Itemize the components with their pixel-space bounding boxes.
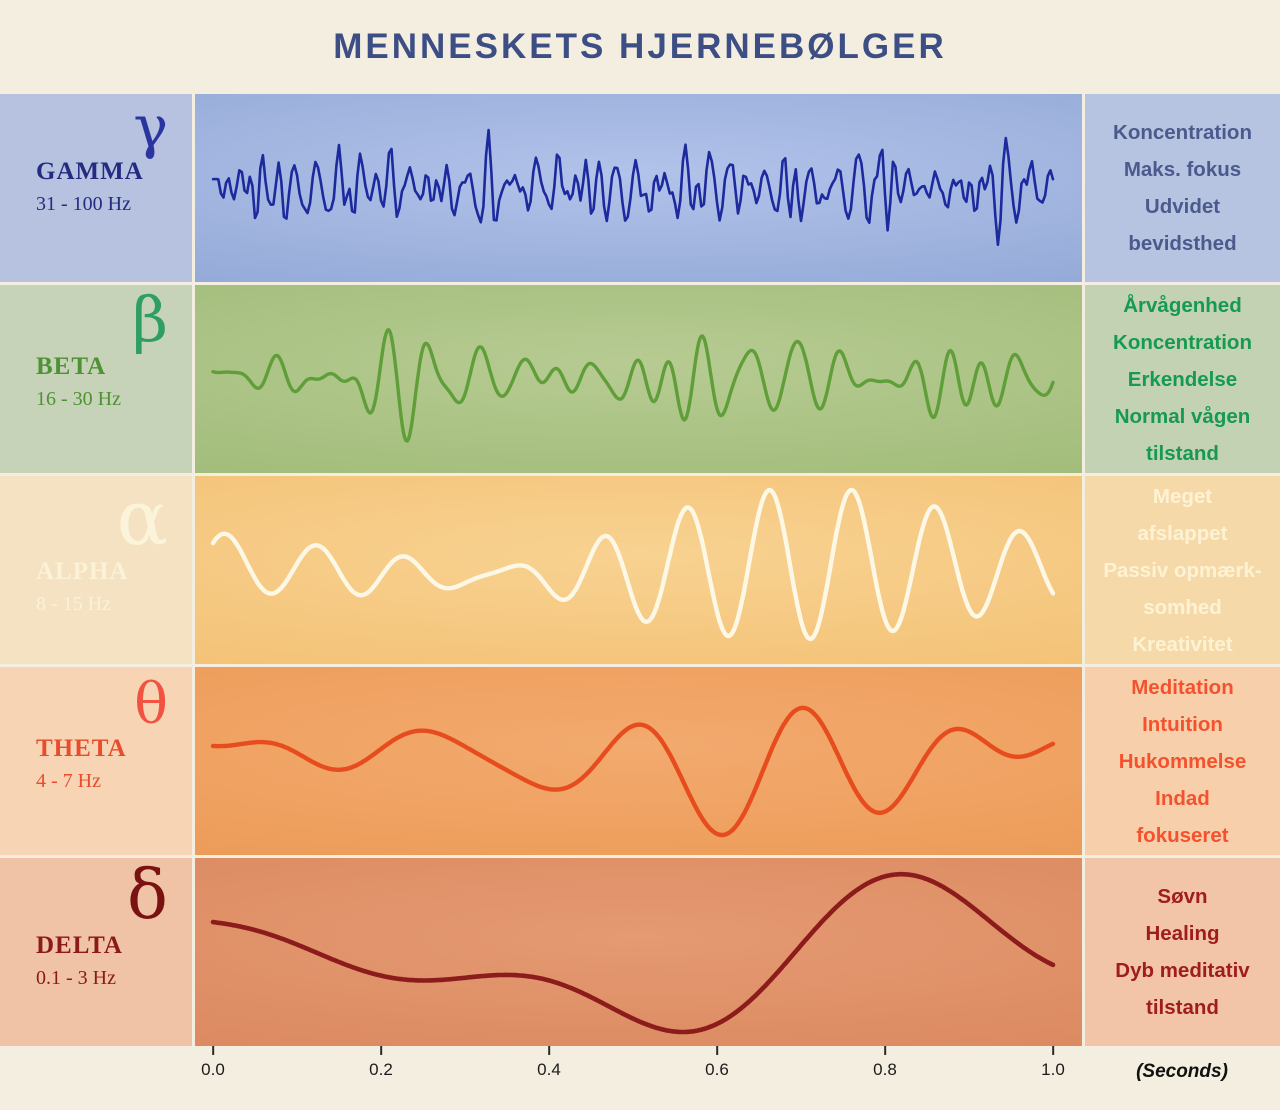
delta-description-panel: Søvn Healing Dyb meditativ tilstand: [1085, 858, 1280, 1046]
band-description: Meget afslappet Passiv opmærk- somhed Kr…: [1103, 484, 1262, 656]
time-axis: 0.0 0.2 0.4 0.6 0.8 1.0 (Seconds): [0, 1046, 1280, 1110]
axis-tick-label: 0.0: [201, 1060, 225, 1079]
beta-label-panel: β BETA 16 - 30 Hz: [0, 285, 192, 473]
theta-waveform: [210, 705, 1056, 838]
theta-label-panel: θ THETA 4 - 7 Hz: [0, 667, 192, 855]
axis-tick-mark: [547, 1046, 550, 1055]
axis-tick: 0.0: [201, 1046, 225, 1080]
band-name: ALPHA: [36, 558, 129, 585]
band-row-alpha: α ALPHA 8 - 15 Hz Meget afslappet Passiv…: [0, 476, 1280, 664]
axis-tick: 0.8: [873, 1046, 897, 1080]
axis-tick-label: 0.8: [873, 1060, 897, 1079]
alpha-waveform: [210, 487, 1056, 642]
band-list: γ GAMMA 31 - 100 Hz Koncentration Maks. …: [0, 94, 1280, 1046]
axis-tick-mark: [211, 1046, 214, 1055]
theta-waveform-panel: [192, 667, 1085, 855]
axis-tick-mark: [379, 1046, 382, 1055]
band-row-delta: δ DELTA 0.1 - 3 Hz Søvn Healing Dyb medi…: [0, 858, 1280, 1046]
greek-delta-symbol: δ: [127, 856, 168, 935]
axis-tick-label: 0.4: [537, 1060, 561, 1079]
gamma-description-panel: Koncentration Maks. fokus Udvidet bevids…: [1085, 94, 1280, 282]
axis-tick: 0.6: [705, 1046, 729, 1080]
band-row-theta: θ THETA 4 - 7 Hz Meditation Intuition Hu…: [0, 667, 1280, 855]
band-description: Meditation Intuition Hukommelse Indad fo…: [1118, 675, 1247, 847]
band-frequency-range: 0.1 - 3 Hz: [36, 967, 116, 989]
band-frequency-range: 31 - 100 Hz: [36, 193, 131, 215]
band-name: GAMMA: [36, 158, 144, 185]
axis-tick-label: 0.6: [705, 1060, 729, 1079]
band-frequency-range: 16 - 30 Hz: [36, 388, 121, 410]
delta-waveform-panel: [192, 858, 1085, 1046]
band-description: Søvn Healing Dyb meditativ tilstand: [1115, 885, 1250, 1019]
axis-tick: 0.2: [369, 1046, 393, 1080]
band-frequency-range: 8 - 15 Hz: [36, 593, 111, 615]
gamma-waveform-panel: [192, 94, 1085, 282]
greek-theta-symbol: θ: [134, 672, 168, 737]
axis-tick: 0.4: [537, 1046, 561, 1080]
alpha-waveform-panel: [192, 476, 1085, 664]
band-name: DELTA: [36, 932, 123, 959]
band-description: Koncentration Maks. fokus Udvidet bevids…: [1113, 121, 1252, 255]
band-row-gamma: γ GAMMA 31 - 100 Hz Koncentration Maks. …: [0, 94, 1280, 282]
delta-label-panel: δ DELTA 0.1 - 3 Hz: [0, 858, 192, 1046]
band-row-beta: β BETA 16 - 30 Hz Årvågenhed Koncentrati…: [0, 285, 1280, 473]
band-description: Årvågenhed Koncentration Erkendelse Norm…: [1113, 293, 1252, 465]
axis-tick-mark: [883, 1046, 886, 1055]
axis-unit-label: (Seconds): [1136, 1061, 1228, 1082]
greek-beta-symbol: β: [132, 283, 168, 356]
alpha-label-panel: α ALPHA 8 - 15 Hz: [0, 476, 192, 664]
axis-tick-label: 1.0: [1041, 1060, 1065, 1079]
title-bar: MENNESKETS HJERNEBØLGER: [0, 0, 1280, 94]
greek-gamma-symbol: γ: [133, 93, 168, 161]
band-frequency-range: 4 - 7 Hz: [36, 770, 101, 792]
greek-alpha-symbol: α: [116, 473, 168, 562]
band-name: THETA: [36, 735, 127, 762]
beta-waveform: [211, 328, 1055, 443]
page-title: MENNESKETS HJERNEBØLGER: [333, 27, 947, 66]
gamma-label-panel: γ GAMMA 31 - 100 Hz: [0, 94, 192, 282]
gamma-waveform: [211, 128, 1055, 246]
axis-tick-mark: [1051, 1046, 1054, 1055]
beta-description-panel: Årvågenhed Koncentration Erkendelse Norm…: [1085, 285, 1280, 473]
axis-tick-label: 0.2: [369, 1060, 393, 1079]
alpha-description-panel: Meget afslappet Passiv opmærk- somhed Kr…: [1085, 476, 1280, 664]
delta-waveform: [210, 871, 1056, 1035]
band-name: BETA: [36, 353, 107, 380]
beta-waveform-panel: [192, 285, 1085, 473]
axis-tick-mark: [715, 1046, 718, 1055]
theta-description-panel: Meditation Intuition Hukommelse Indad fo…: [1085, 667, 1280, 855]
axis-tick: 1.0: [1041, 1046, 1065, 1080]
